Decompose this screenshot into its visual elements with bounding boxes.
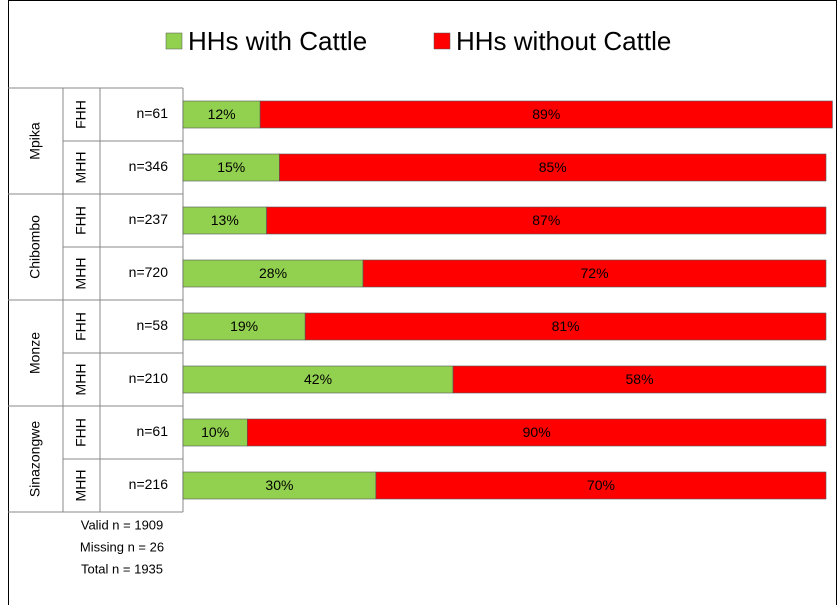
bar-segment <box>259 100 833 129</box>
subcategory-label: FHH <box>73 100 89 129</box>
category-label: n=61 <box>136 105 168 121</box>
data-label: 89% <box>532 106 560 122</box>
bar-segment <box>182 471 377 500</box>
data-label: 42% <box>304 371 332 387</box>
data-label: 70% <box>587 477 615 493</box>
category-label: n=61 <box>136 423 168 439</box>
data-label: 81% <box>552 318 580 334</box>
bar-segment <box>182 365 454 394</box>
bar-segment <box>362 259 827 288</box>
bar-segment <box>182 312 306 341</box>
data-label: 87% <box>532 212 560 228</box>
subcategory-label: MHH <box>73 258 89 290</box>
group-label: Monze <box>27 332 43 374</box>
group-label: Mpika <box>27 122 43 160</box>
data-label: 28% <box>259 265 287 281</box>
category-label: n=58 <box>136 317 168 333</box>
bar-segment <box>304 312 827 341</box>
subcategory-label: MHH <box>73 364 89 396</box>
data-label: 58% <box>626 371 654 387</box>
data-label: 30% <box>265 477 293 493</box>
bar-segment <box>266 206 827 235</box>
legend-swatch <box>433 32 451 50</box>
bar-segment <box>452 365 827 394</box>
bar-segment <box>182 153 280 182</box>
data-label: 12% <box>208 106 236 122</box>
frame <box>8 0 837 605</box>
bar-segment <box>182 100 261 129</box>
data-label: 13% <box>211 212 239 228</box>
note: Missing n = 26 <box>80 539 164 554</box>
subcategory-label: FHH <box>73 312 89 341</box>
bar-segment <box>182 259 364 288</box>
bar-segment <box>182 206 267 235</box>
bar-segment <box>279 153 827 182</box>
bar-segment <box>375 471 827 500</box>
legend-label: HHs without Cattle <box>456 26 671 56</box>
data-label: 85% <box>539 159 567 175</box>
data-label: 72% <box>581 265 609 281</box>
note: Valid n = 1909 <box>81 517 164 532</box>
subcategory-label: MHH <box>73 152 89 184</box>
category-label: n=237 <box>129 211 169 227</box>
group-label: Chibombo <box>27 215 43 279</box>
data-label: 90% <box>523 424 551 440</box>
category-label: n=210 <box>129 370 169 386</box>
category-label: n=346 <box>129 158 169 174</box>
bar-segment <box>182 418 248 447</box>
subcategory-label: FHH <box>73 206 89 235</box>
data-label: 15% <box>217 159 245 175</box>
data-label: 19% <box>230 318 258 334</box>
legend-label: HHs with Cattle <box>188 26 367 56</box>
note: Total n = 1935 <box>81 561 163 576</box>
category-label: n=720 <box>129 264 169 280</box>
subcategory-label: MHH <box>73 470 89 502</box>
data-label: 10% <box>201 424 229 440</box>
bar-segment <box>247 418 827 447</box>
category-label: n=216 <box>129 476 169 492</box>
legend-swatch <box>165 32 183 50</box>
group-label: Sinazongwe <box>27 421 43 497</box>
subcategory-label: FHH <box>73 418 89 447</box>
